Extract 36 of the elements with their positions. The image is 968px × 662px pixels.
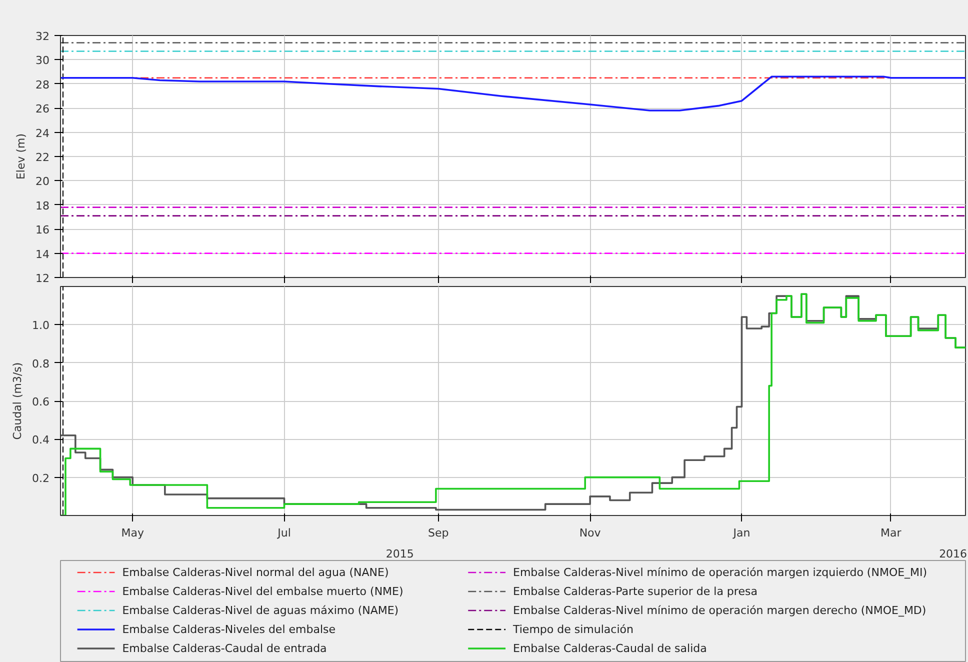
x-tick-label: Jul <box>276 526 291 540</box>
y-tick-label: 0.8 <box>32 357 50 370</box>
x-tick-label: Sep <box>428 526 449 540</box>
y-tick-label: 22 <box>36 151 50 164</box>
x-tick-label: Jan <box>732 526 750 540</box>
y-tick-label: 0.4 <box>32 434 50 447</box>
y-tick-label: 12 <box>36 272 50 285</box>
legend-label: Embalse Calderas-Caudal de salida <box>513 642 707 655</box>
legend-label: Tiempo de simulación <box>512 623 634 636</box>
legend-label: Embalse Calderas-Parte superior de la presa <box>513 585 758 598</box>
y-axis-title: Caudal (m3/s) <box>11 362 24 440</box>
y-tick-label: 0.6 <box>32 396 50 408</box>
y-tick-label: 30 <box>36 54 50 68</box>
legend-label: Embalse Calderas-Nivel normal del agua (NANE) <box>122 566 389 579</box>
y-tick-label: 18 <box>36 199 50 212</box>
legend-label: Embalse Calderas-Nivel de aguas máximo (NAME) <box>122 604 399 617</box>
legend-label: Embalse Calderas-Nivel mínimo de operación margen derecho (NMOE_MD) <box>513 604 926 617</box>
text: 2015 <box>386 548 414 560</box>
legend-label: Embalse Calderas-Nivel del embalse muerto (NME) <box>122 585 404 598</box>
y-tick-label: 32 <box>36 30 50 43</box>
y-tick-label: 28 <box>36 78 50 92</box>
y-tick-label: 1.0 <box>32 319 50 332</box>
y-tick-label: 26 <box>36 102 50 116</box>
legend-label: Embalse Calderas-Niveles del embalse <box>122 623 336 636</box>
legend-label: Embalse Calderas-Nivel mínimo de operación margen izquierdo (NMOE_MI) <box>513 566 928 579</box>
y-tick-label: 16 <box>36 224 50 237</box>
y-tick-label: 14 <box>36 248 50 261</box>
y-tick-label: 0.2 <box>32 472 50 485</box>
y-axis-title: Elev (m) <box>14 133 28 180</box>
y-tick-label: 20 <box>36 175 50 188</box>
y-tick-label: 24 <box>36 126 50 140</box>
text: 2016 <box>939 548 968 560</box>
x-tick-label: May <box>121 526 144 540</box>
legend-label: Embalse Calderas-Caudal de entrada <box>122 642 327 655</box>
x-tick-label: Mar <box>880 526 902 540</box>
x-tick-label: Nov <box>579 526 602 540</box>
